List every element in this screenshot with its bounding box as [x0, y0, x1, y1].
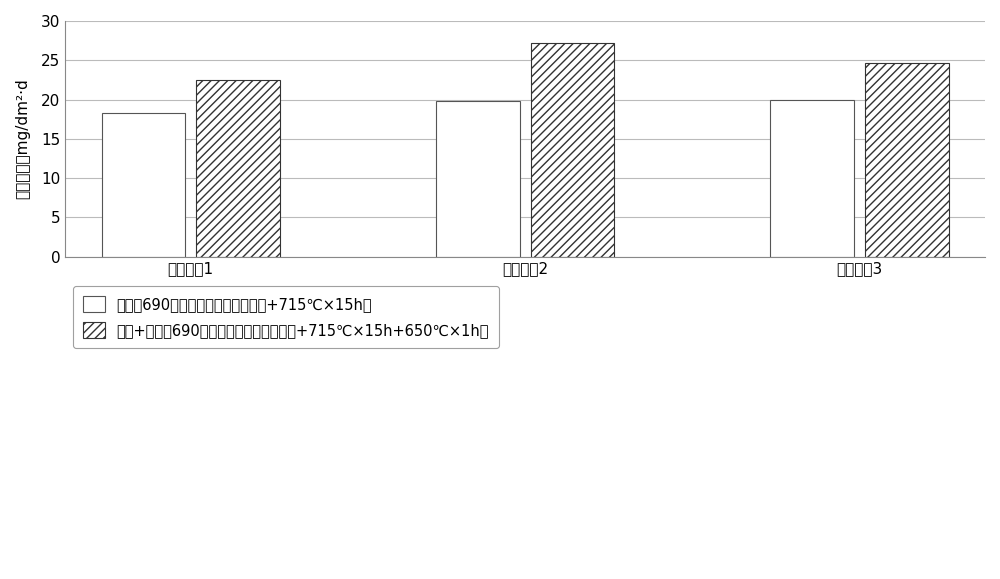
- Bar: [102, 113, 185, 256]
- Y-axis label: 腐蚀速率，mg/dm²·d: 腐蚀速率，mg/dm²·d: [15, 79, 30, 199]
- Legend: 脱敏态690合金（热处理制度：固溶+715℃×15h）, 脱敏+敏化态690合金（热处理制度：固溶+715℃×15h+650℃×1h）: 脱敏态690合金（热处理制度：固溶+715℃×15h）, 脱敏+敏化态690合金…: [73, 286, 499, 349]
- Bar: [865, 63, 949, 256]
- Bar: [196, 80, 280, 256]
- Bar: [531, 43, 614, 256]
- Bar: [436, 101, 520, 256]
- Bar: [770, 100, 854, 256]
